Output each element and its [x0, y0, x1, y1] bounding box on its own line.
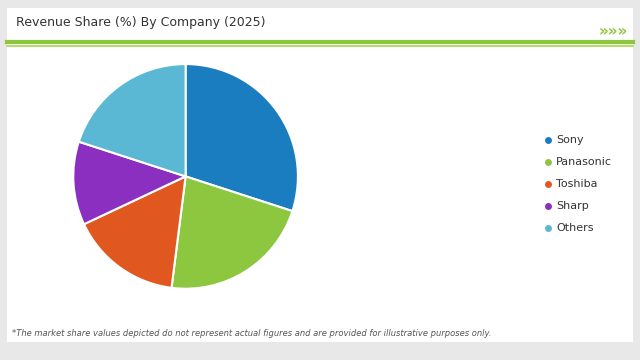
Text: Sharp: Sharp	[556, 201, 589, 211]
Wedge shape	[172, 176, 292, 289]
Text: Panasonic: Panasonic	[556, 157, 612, 167]
Text: Revenue Share (%) By Company (2025): Revenue Share (%) By Company (2025)	[16, 16, 266, 29]
Text: *The market share values depicted do not represent actual figures and are provid: *The market share values depicted do not…	[12, 329, 492, 338]
Text: Sony: Sony	[556, 135, 584, 145]
Text: Toshiba: Toshiba	[556, 179, 598, 189]
Text: Others: Others	[556, 223, 593, 233]
Text: »»»: »»»	[599, 24, 628, 40]
Wedge shape	[74, 142, 186, 224]
Wedge shape	[186, 64, 298, 211]
Wedge shape	[79, 64, 186, 176]
Wedge shape	[84, 176, 186, 288]
